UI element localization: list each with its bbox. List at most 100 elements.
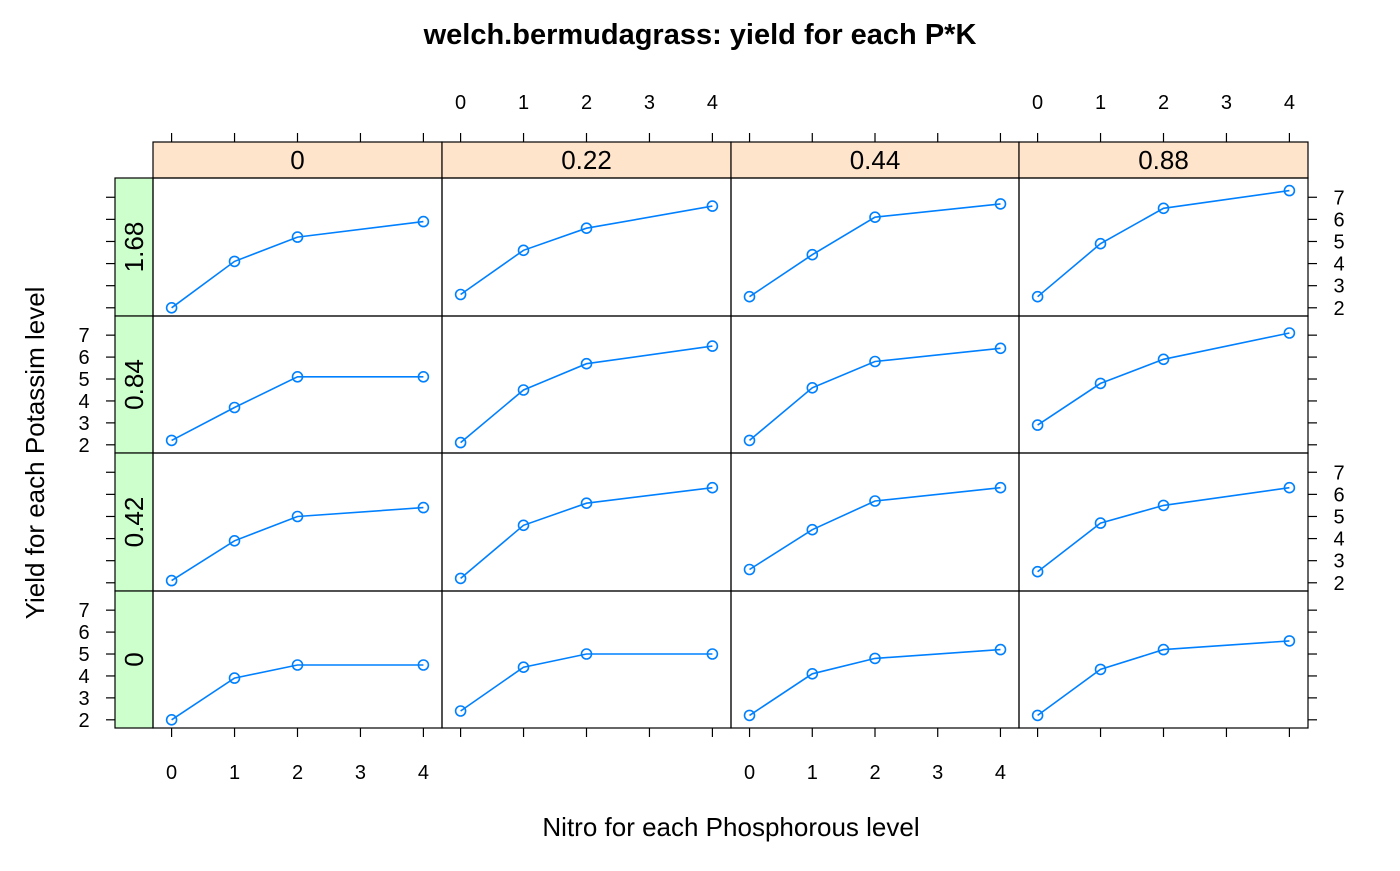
y-tick-label: 3 (78, 688, 89, 710)
data-point (417, 501, 430, 514)
panel-frame (730, 177, 1020, 317)
x-tick-label: 2 (869, 762, 880, 784)
strip-potassium-label: 0 (119, 652, 149, 666)
data-point (1094, 377, 1107, 390)
y-tick-label: 7 (78, 600, 89, 622)
data-point (228, 401, 241, 414)
data-point (869, 355, 881, 368)
y-tick-label: 3 (1333, 276, 1344, 298)
data-point (743, 290, 756, 303)
strip-phosphorous-label: 0.88 (1138, 145, 1189, 175)
panel-frame (152, 177, 443, 317)
series-line (460, 653, 713, 712)
strip-phosphorous-label: 0 (290, 145, 304, 175)
data-point (743, 709, 756, 722)
data-point (706, 200, 719, 212)
y-tick-label: 4 (78, 666, 89, 688)
data-point (454, 572, 467, 585)
y-tick-label: 5 (78, 644, 89, 666)
data-point (1157, 202, 1170, 215)
data-point (1283, 481, 1296, 494)
y-axis-label: Yield for each Potassim level (20, 287, 50, 620)
data-point (994, 342, 1007, 355)
x-tick-label: 4 (995, 762, 1006, 784)
panel-frame (730, 590, 1020, 729)
data-point (806, 523, 819, 536)
panel-frame (1018, 590, 1309, 729)
y-tick-label: 4 (1333, 529, 1344, 551)
y-tick-label: 6 (78, 347, 89, 369)
y-tick-label: 3 (78, 413, 89, 435)
x-tick-label: 3 (355, 762, 366, 784)
x-tick-label: 1 (518, 92, 529, 114)
y-tick-label: 6 (1333, 209, 1344, 231)
y-tick-label: 7 (78, 325, 89, 347)
data-point (291, 231, 304, 243)
x-tick-label: 0 (455, 92, 466, 114)
y-tick-label: 4 (1333, 254, 1344, 276)
data-point (580, 357, 593, 370)
data-point (517, 384, 530, 396)
series-line (460, 345, 713, 444)
data-point (291, 510, 304, 523)
x-tick-label: 4 (418, 762, 429, 784)
series-line (749, 648, 1001, 717)
series-line (1037, 640, 1290, 717)
data-point (806, 381, 819, 394)
strip-potassium-label: 0.84 (119, 359, 149, 410)
data-point (1283, 184, 1296, 197)
data-point (869, 652, 881, 665)
series-line (460, 205, 713, 296)
x-tick-label: 2 (292, 762, 303, 784)
data-point (1283, 635, 1296, 647)
strip-phosphorous-bg (441, 141, 732, 179)
data-point (417, 370, 430, 383)
series-line (1037, 332, 1290, 426)
strip-phosphorous-bg (1018, 141, 1309, 179)
data-point (517, 519, 530, 532)
panel-frame (441, 177, 732, 317)
data-point (869, 211, 881, 223)
data-point (228, 672, 241, 684)
y-tick-label: 2 (78, 435, 89, 457)
data-point (1094, 237, 1107, 250)
y-tick-label: 7 (1333, 187, 1344, 209)
x-tick-label: 3 (1221, 92, 1232, 114)
data-point (165, 574, 178, 587)
panel-frame (441, 315, 732, 454)
y-tick-label: 2 (78, 710, 89, 732)
x-tick-label: 4 (1284, 92, 1295, 114)
data-point (706, 340, 719, 352)
series-line (749, 203, 1001, 298)
y-tick-label: 2 (1333, 298, 1344, 320)
y-tick-label: 5 (1333, 506, 1344, 528)
y-tick-label: 4 (78, 391, 89, 413)
data-point (1031, 419, 1044, 431)
data-point (454, 436, 467, 449)
y-tick-label: 5 (1333, 231, 1344, 253)
data-point (580, 222, 593, 234)
y-tick-label: 3 (1333, 551, 1344, 573)
data-point (806, 248, 819, 261)
data-point (1283, 327, 1296, 339)
data-point (743, 563, 756, 576)
strip-potassium-label: 0.42 (119, 497, 149, 548)
strip-phosphorous-label: 0.44 (850, 145, 901, 175)
data-point (1031, 709, 1044, 722)
panel-frame (730, 452, 1020, 592)
panel-frame (152, 315, 443, 454)
data-point (1094, 517, 1107, 529)
x-tick-label: 3 (644, 92, 655, 114)
series-line (460, 486, 713, 580)
data-point (417, 215, 430, 228)
y-tick-label: 5 (78, 369, 89, 391)
series-line (171, 375, 424, 442)
data-point (994, 198, 1007, 210)
panel-frame (1018, 315, 1309, 454)
data-point (580, 497, 593, 510)
series-line (749, 486, 1001, 571)
data-point (1157, 353, 1170, 366)
series-line (171, 664, 424, 721)
data-point (517, 244, 530, 257)
